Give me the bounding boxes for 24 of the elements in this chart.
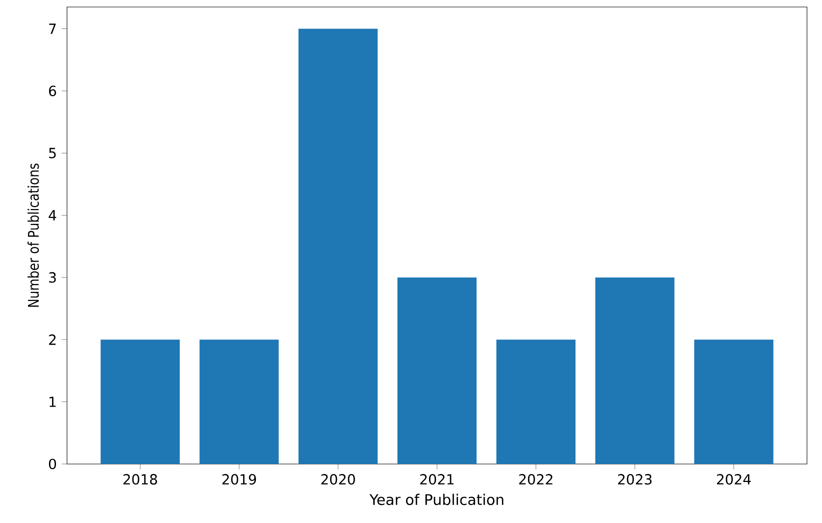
bar <box>496 340 576 464</box>
x-tick-label: 2021 <box>420 474 454 485</box>
bar <box>595 277 674 464</box>
y-tick-label: 5 <box>49 148 56 158</box>
bar <box>694 340 774 464</box>
x-axis-title: Year of Publication <box>369 494 504 506</box>
x-tick-label: 2023 <box>618 474 652 485</box>
y-tick-label: 7 <box>49 24 56 34</box>
bar <box>397 277 477 464</box>
y-tick-label: 3 <box>49 272 56 283</box>
y-axis-title: Number of Publications <box>28 164 39 307</box>
y-tick-label: 1 <box>50 396 56 407</box>
x-tick-label: 2022 <box>519 474 552 485</box>
x-tick-label: 2018 <box>123 474 158 485</box>
y-tick-label: 2 <box>49 334 56 345</box>
y-tick-label: 0 <box>48 458 56 470</box>
bar <box>200 340 279 464</box>
y-tick-label: 6 <box>49 86 56 96</box>
x-tick-label: 2019 <box>222 474 256 485</box>
x-tick-label: 2020 <box>321 474 355 485</box>
bar <box>298 28 378 464</box>
bar <box>100 340 180 464</box>
x-tick-label: 2024 <box>716 474 751 485</box>
y-tick-label: 4 <box>48 210 56 220</box>
